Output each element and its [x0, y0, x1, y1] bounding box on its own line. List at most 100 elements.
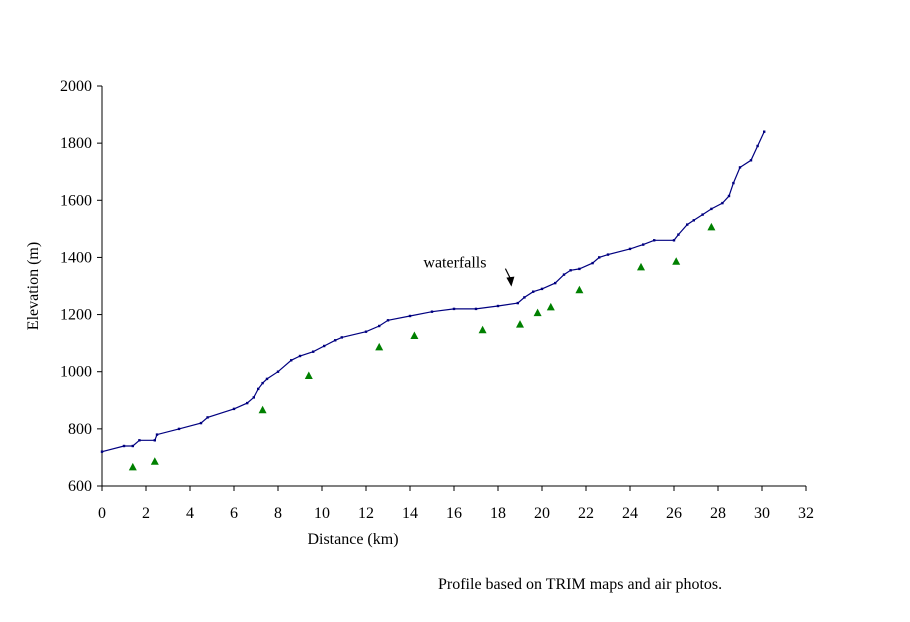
line-point — [334, 339, 337, 342]
x-tick-label: 28 — [710, 505, 726, 522]
line-point — [540, 287, 544, 291]
y-tick-label: 1600 — [60, 192, 92, 209]
line-point — [232, 407, 236, 411]
y-tick-group: 600 800 1000 1200 1400 1600 1800 2000 — [60, 78, 102, 495]
annotation-arrow-head — [506, 276, 515, 287]
x-axis-label: Distance (km) — [307, 531, 398, 548]
scatter-point — [672, 257, 681, 265]
x-tick-label: 10 — [314, 505, 330, 522]
scatter-point — [410, 331, 419, 339]
line-point — [298, 354, 302, 358]
x-tick-label: 16 — [446, 505, 462, 522]
line-point — [569, 269, 572, 272]
line-point — [246, 401, 249, 405]
line-point — [732, 181, 735, 185]
x-tick-label: 0 — [98, 505, 106, 522]
line-point — [606, 253, 610, 256]
line-point — [642, 243, 645, 246]
y-tick-label: 1400 — [60, 249, 92, 266]
line-point — [261, 381, 264, 385]
line-point — [738, 166, 742, 169]
line-point — [122, 444, 126, 448]
line-point — [257, 387, 260, 391]
y-tick-label: 1000 — [60, 364, 92, 381]
x-tick-label: 30 — [754, 505, 770, 522]
line-point — [131, 444, 134, 448]
line-point — [763, 130, 766, 133]
line-point — [591, 261, 594, 265]
y-tick-label: 2000 — [60, 78, 92, 95]
line-point — [516, 301, 519, 305]
x-tick-label: 12 — [358, 505, 374, 522]
x-tick-label: 20 — [534, 505, 550, 522]
line-point — [523, 296, 526, 299]
line-point — [100, 450, 104, 453]
series-line-channel-profile — [101, 131, 765, 453]
annotation-label: waterfalls — [423, 255, 486, 272]
annotation-waterfalls: waterfalls — [423, 255, 515, 287]
scatter-point — [128, 462, 137, 471]
line-point — [265, 377, 269, 381]
x-tick-group: 0 2 4 6 8 10 12 14 16 18 20 22 24 26 28 30 32 — [98, 486, 814, 522]
series-scatter-markers — [128, 222, 716, 471]
line-point — [378, 324, 381, 328]
scatter-point — [150, 457, 159, 465]
line-point — [206, 416, 209, 419]
line-point — [199, 421, 203, 425]
line-point — [290, 359, 293, 362]
x-tick-label: 14 — [402, 505, 418, 522]
scatter-point — [575, 285, 584, 294]
source-caption: Profile based on TRIM maps and air photo… — [438, 576, 723, 593]
line-point — [628, 247, 632, 251]
y-tick-label: 1800 — [60, 135, 92, 152]
line-point — [312, 350, 315, 353]
line-point — [749, 159, 753, 162]
line-point — [672, 239, 676, 242]
series-line-points — [100, 130, 766, 453]
x-tick-label: 26 — [666, 505, 682, 522]
y-tick-label: 800 — [68, 421, 92, 438]
line-point — [408, 314, 412, 318]
line-point — [721, 201, 724, 205]
line-point — [653, 239, 656, 242]
line-point — [554, 281, 557, 285]
line-point — [177, 427, 181, 431]
x-tick-label: 24 — [622, 505, 638, 522]
scatter-point — [637, 262, 645, 271]
line-point — [727, 194, 731, 198]
scatter-point — [516, 320, 524, 328]
scatter-point — [258, 405, 267, 414]
line-point — [701, 213, 704, 216]
line-point — [276, 370, 280, 373]
line-point — [138, 439, 141, 442]
line-point — [430, 310, 434, 313]
y-tick-label: 600 — [68, 478, 92, 495]
line-point — [710, 207, 713, 211]
scatter-point — [375, 342, 384, 351]
x-tick-label: 6 — [230, 505, 238, 522]
line-point — [756, 144, 759, 148]
scatter-point — [304, 371, 313, 379]
line-point — [340, 336, 343, 339]
line-point — [532, 290, 535, 293]
y-tick-label: 1200 — [60, 307, 92, 324]
x-tick-label: 2 — [142, 505, 150, 522]
line-point — [677, 233, 680, 236]
line-point — [323, 344, 326, 348]
x-tick-label: 32 — [798, 505, 814, 522]
line-point — [252, 396, 255, 399]
scatter-point — [546, 302, 555, 311]
line-point — [686, 223, 689, 226]
line-point — [364, 330, 368, 333]
line-point — [598, 256, 601, 259]
scatter-point — [478, 325, 487, 334]
line-point — [155, 433, 159, 436]
y-axis-label: Elevation (m) — [25, 242, 42, 330]
line-point — [578, 267, 581, 271]
line-point — [153, 439, 156, 442]
x-tick-label: 8 — [274, 505, 282, 522]
line-point — [562, 273, 566, 276]
line-point — [386, 319, 390, 322]
x-tick-label: 4 — [186, 505, 194, 522]
x-tick-label: 18 — [490, 505, 506, 522]
